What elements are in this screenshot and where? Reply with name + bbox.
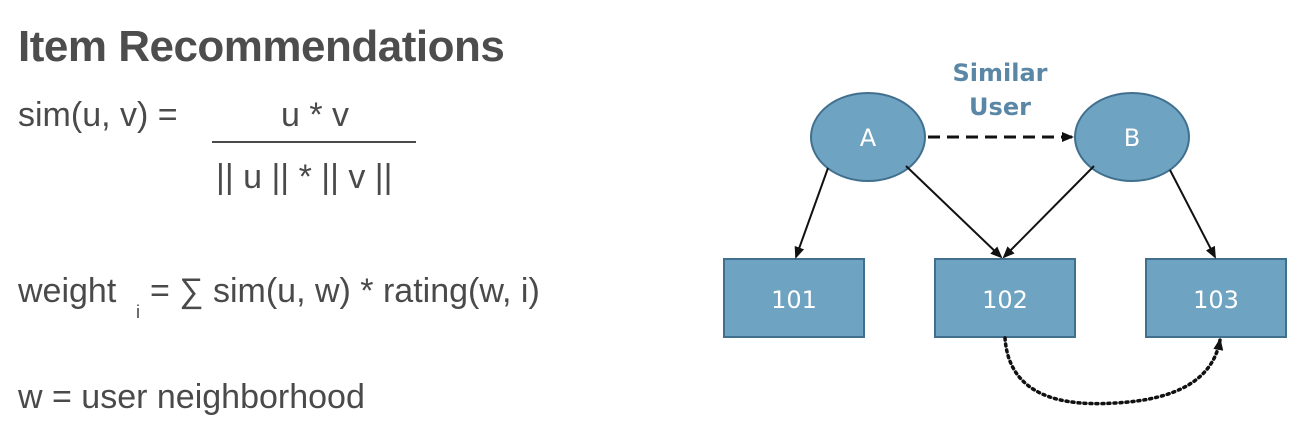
user-label-a: A (860, 124, 877, 152)
similar-user-label-line2: User (969, 93, 1031, 121)
sim-formula-lhs: sim(u, v) = (18, 96, 178, 134)
arrow-b-to-102 (1002, 165, 1095, 259)
user-label-b: B (1124, 124, 1140, 152)
weight-formula-subscript: i (136, 302, 140, 322)
sim-formula-denominator: || u || * || v || (216, 158, 393, 196)
item-box-103 (1145, 258, 1287, 338)
weight-formula-rhs: = ∑ sim(u, w) * rating(w, i) (150, 272, 540, 310)
sim-formula-numerator: u * v (281, 96, 350, 134)
item-label-103: 103 (1193, 286, 1239, 314)
weight-formula-lhs: weight (18, 272, 117, 310)
arrow-b-to-103 (1169, 169, 1216, 259)
fraction-bar (212, 141, 416, 143)
item-box-101 (723, 258, 865, 338)
recommendation-arc (1003, 336, 1224, 406)
user-node-a (810, 92, 926, 182)
neighborhood-definition: w = user neighborhood (18, 378, 365, 416)
page-title: Item Recommendations (18, 22, 505, 71)
user-node-b (1074, 92, 1190, 182)
item-label-102: 102 (982, 286, 1028, 314)
similar-user-label-line1: Similar (952, 59, 1047, 87)
arrow-a-to-101 (794, 167, 829, 259)
item-label-101: 101 (771, 286, 817, 314)
arrow-a-to-102 (905, 165, 1003, 259)
